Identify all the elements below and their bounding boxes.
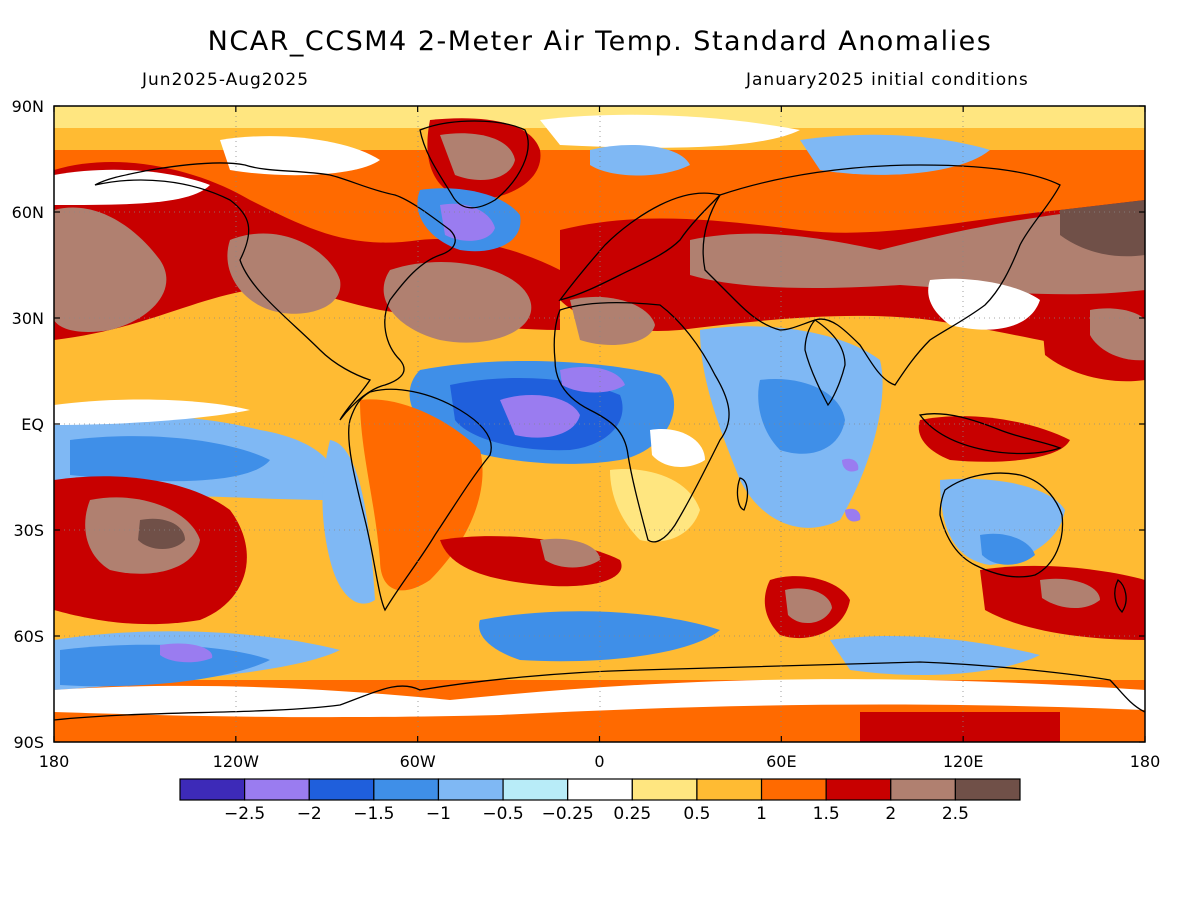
lat-label: 30S — [13, 521, 44, 540]
colorbar-label: −1 — [426, 804, 451, 824]
southern-ocean-coldest — [160, 643, 213, 663]
colorbar-swatch — [631, 778, 698, 801]
colorbar-label: −0.25 — [542, 804, 594, 824]
lat-label: 60N — [12, 203, 44, 222]
arctic-white-2 — [220, 136, 380, 176]
colorbar-swatch — [308, 778, 375, 801]
lat-label: EQ — [21, 415, 44, 434]
axis-ticks — [53, 105, 1146, 743]
australia-colder — [980, 533, 1035, 565]
coast-africa — [553, 301, 730, 543]
colorbar-label: −0.5 — [482, 804, 523, 824]
forecast-period: Jun2025-Aug2025 — [142, 70, 310, 90]
lon-label: 180 — [39, 752, 70, 771]
colorbar-label: 1 — [756, 804, 767, 824]
lon-label: 60E — [766, 752, 796, 771]
latitude-labels: 90N 60N 30N EQ 30S 60S 90S — [12, 97, 44, 752]
colorbar-label: 1.5 — [813, 804, 840, 824]
coast-australia — [939, 472, 1064, 578]
coast-greenland — [419, 120, 529, 209]
colorbar-swatch — [244, 778, 310, 801]
lon-label: 60W — [400, 752, 436, 771]
colorbar-label: 0.25 — [613, 804, 651, 824]
lon-label: 120E — [943, 752, 984, 771]
lon-label: 120W — [213, 752, 260, 771]
south-pacific-darkbrown — [138, 518, 185, 549]
graticule — [54, 106, 1145, 742]
na-brown-1 — [54, 207, 167, 332]
lat-label: 60S — [13, 627, 44, 646]
initial-conditions: January2025 initial conditions — [746, 70, 1029, 90]
mediterranean-hot — [570, 296, 655, 345]
australia-warm — [918, 416, 1070, 462]
west-pacific-brown — [1090, 308, 1145, 361]
map-title: NCAR_CCSM4 2-Meter Air Temp. Standard An… — [207, 26, 993, 57]
pacific-white — [54, 399, 250, 425]
coast-antarctica — [54, 661, 1145, 721]
colorbar-swatch — [437, 778, 504, 801]
lon-label: 180 — [1130, 752, 1161, 771]
colorbar-label: −1.5 — [353, 804, 394, 824]
labrador-colder — [440, 203, 495, 241]
colorbar-swatch — [373, 778, 440, 801]
atlantic-brown — [383, 261, 532, 343]
lat-label: 90N — [12, 97, 44, 116]
colorbar-swatch — [760, 778, 827, 801]
coast-north-america — [94, 162, 456, 421]
indian-dot-1 — [842, 458, 859, 472]
longitude-labels: 180 120W 60W 0 60E 120E 180 — [39, 752, 1161, 771]
tasman-brown — [1040, 578, 1100, 609]
south-indian-cold — [830, 635, 1040, 675]
coast-south-america — [348, 388, 492, 612]
na-brown-2 — [227, 233, 341, 314]
coast-madagascar — [736, 477, 749, 511]
east-asia-white — [928, 278, 1040, 330]
colorbar-label: 2 — [885, 804, 896, 824]
coast-new-zealand — [1114, 579, 1127, 614]
south-atlantic-brown — [540, 538, 600, 568]
indian-dot-2 — [845, 508, 861, 522]
colorbar-swatch — [696, 778, 763, 801]
colorbar-labels: −2.5 −2 −1.5 −1 −0.5 −0.25 0.25 0.5 1 1.5 2 2.5 — [224, 804, 969, 824]
colorbar-swatch — [890, 778, 956, 801]
colorbar-swatch — [567, 778, 633, 801]
australia-cold — [940, 478, 1065, 565]
coast-india — [804, 319, 846, 407]
antarctic-deep-band — [860, 712, 1060, 742]
colorbar-swatch — [954, 778, 1021, 801]
south-africa-warm — [610, 469, 700, 542]
lat-label: 90S — [13, 733, 44, 752]
atlantic-coldest — [500, 395, 580, 438]
colorbar-swatch — [502, 778, 569, 801]
greenland-brown — [440, 133, 515, 180]
coastlines — [54, 120, 1145, 721]
colorbar-label: 2.5 — [942, 804, 969, 824]
africa-coast-purple — [560, 366, 625, 393]
southern-ocean-colder — [60, 644, 270, 687]
colorbar — [179, 778, 1021, 801]
coast-asia — [702, 164, 1061, 386]
pacific-colder — [70, 436, 270, 482]
east-africa-white — [650, 429, 705, 467]
arctic-white-3 — [540, 114, 800, 148]
colorbar-swatch — [179, 778, 246, 801]
antarctic-white — [54, 679, 1145, 718]
colorbar-swatch — [825, 778, 892, 801]
indian-colder — [758, 379, 845, 454]
south-indian-brown — [785, 588, 832, 624]
asia-darkbrown — [1060, 200, 1145, 257]
coast-maritime-continent — [918, 413, 1062, 455]
arctic-cold — [590, 145, 690, 176]
andes-cold — [322, 440, 375, 604]
colorbar-label: 0.5 — [683, 804, 710, 824]
colorbar-label: −2 — [297, 804, 322, 824]
arctic-white-1 — [54, 169, 210, 205]
colorbar-label: −2.5 — [224, 804, 265, 824]
lat-label: 30N — [12, 309, 44, 328]
lon-label: 0 — [594, 752, 604, 771]
